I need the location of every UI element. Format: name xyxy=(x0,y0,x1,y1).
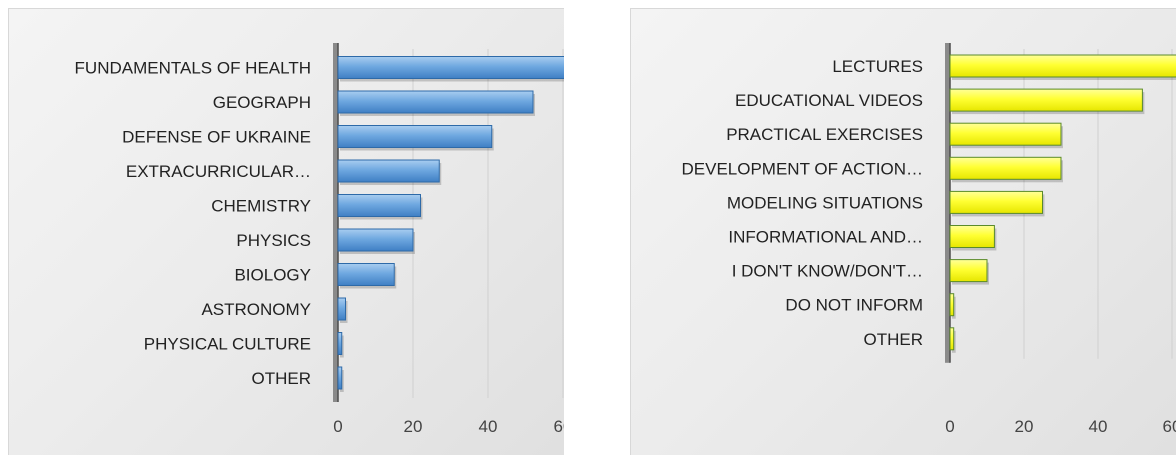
bar xyxy=(337,366,343,390)
category-label: LECTURES xyxy=(832,57,923,76)
category-label: GEOGRAPH xyxy=(213,93,311,112)
tick-label: 0 xyxy=(945,417,954,436)
axis-wall xyxy=(333,43,338,402)
bar xyxy=(337,56,564,79)
tick-label: 40 xyxy=(1089,417,1108,436)
tick-label: 40 xyxy=(479,417,498,436)
category-label: INFORMATIONAL AND… xyxy=(728,228,923,247)
bar xyxy=(949,225,995,248)
category-label: MODELING SITUATIONS xyxy=(727,193,923,212)
category-label: DEVELOPMENT OF ACTION… xyxy=(681,159,923,178)
bar xyxy=(337,297,346,321)
tick-label: 0 xyxy=(333,417,342,436)
category-label: DO NOT INFORM xyxy=(785,296,923,315)
category-label: ASTRONOMY xyxy=(201,300,311,319)
chart-left-svg: FUNDAMENTALS OF HEALTH GEOGRAPH DEFENSE OF… xyxy=(75,43,564,436)
chart-right: LECTURES EDUCATIONAL VIDEOS PRACTICAL EXER… xyxy=(630,8,1176,455)
category-label: BIOLOGY xyxy=(234,266,311,285)
category-label: FUNDAMENTALS OF HEALTH xyxy=(75,59,311,78)
tick-label: 60 xyxy=(1163,417,1176,436)
category-label: PRACTICAL EXERCISES xyxy=(726,125,923,144)
axis-wall xyxy=(945,43,950,363)
bar xyxy=(337,194,421,217)
bar xyxy=(949,156,1062,180)
category-label: EDUCATIONAL VIDEOS xyxy=(735,91,923,110)
bar xyxy=(949,54,1176,78)
bar xyxy=(337,332,343,355)
category-label: EXTRACURRICULAR… xyxy=(126,162,311,181)
bar xyxy=(337,263,395,286)
bar xyxy=(337,90,534,114)
tick-label: 60 xyxy=(554,417,564,436)
category-label: DEFENSE OF UKRAINE xyxy=(122,128,311,147)
category-label: PHYSICAL CULTURE xyxy=(144,335,311,354)
category-label: CHEMISTRY xyxy=(211,197,311,216)
chart-right-svg: LECTURES EDUCATIONAL VIDEOS PRACTICAL EXER… xyxy=(681,43,1176,436)
bar xyxy=(337,228,414,252)
bar xyxy=(949,190,1043,214)
bar xyxy=(949,327,955,351)
bar xyxy=(337,125,493,148)
category-label: I DON'T KNOW/DON'T… xyxy=(732,262,923,281)
tick-label: 20 xyxy=(404,417,423,436)
bar xyxy=(949,293,955,317)
bar xyxy=(949,259,988,283)
tick-label: 20 xyxy=(1015,417,1034,436)
category-label: PHYSICS xyxy=(236,231,311,250)
bar xyxy=(949,88,1143,112)
bar xyxy=(949,122,1062,146)
category-label: OTHER xyxy=(864,330,924,349)
bar xyxy=(337,159,440,183)
chart-left: FUNDAMENTALS OF HEALTH GEOGRAPH DEFENSE OF… xyxy=(8,8,564,455)
category-label: OTHER xyxy=(252,369,312,388)
